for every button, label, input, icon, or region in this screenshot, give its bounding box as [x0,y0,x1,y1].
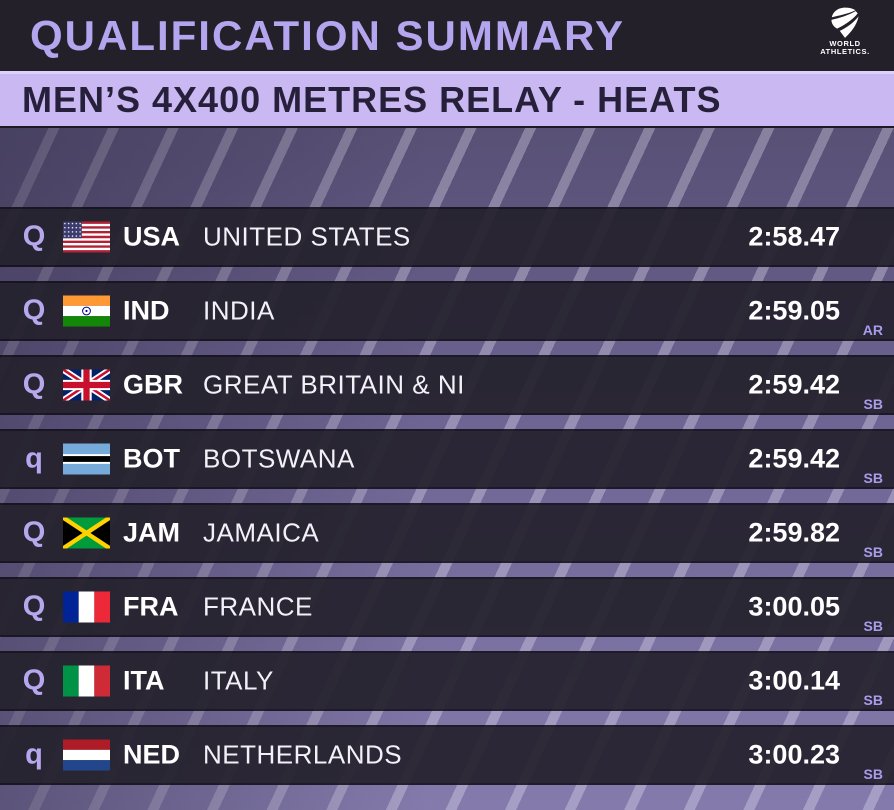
result-time: 2:59.42 [748,443,840,474]
world-athletics-logo: WORLD ATHLETICS. [812,5,878,56]
country-name: JAMAICA [203,517,320,548]
logo-line-2: ATHLETICS. [820,47,870,56]
logo-line-1: WORLD [829,39,861,48]
result-time: 2:59.42 [748,369,840,400]
record-badge: SB [863,618,883,634]
country-name: ITALY [203,665,274,696]
result-row: Q JAM JAMAICA 2:59.82 SB [0,505,894,561]
country-name: GREAT BRITAIN & NI [203,369,465,400]
header-bar: QUALIFICATION SUMMARY WORLD ATHLETICS. [0,0,894,71]
world-athletics-wordmark: WORLD ATHLETICS. [812,40,878,56]
country-code: BOT [123,443,180,474]
result-time: 3:00.05 [748,591,840,622]
country-name: FRANCE [203,591,313,622]
qualification-status: Q [22,220,46,253]
event-title-bar: MEN’S 4X400 METRES RELAY - HEATS [0,71,894,128]
france-flag-icon [63,591,110,623]
result-row: Q IND INDIA 2:59.05 AR [0,283,894,339]
result-time: 2:58.47 [748,221,840,252]
result-row: Q USA UNITED STATES 2:58.47 [0,209,894,265]
record-badge: SB [863,692,883,708]
jamaica-flag-icon [63,517,110,549]
country-code: GBR [123,369,183,400]
result-time: 2:59.05 [748,295,840,326]
country-code: JAM [123,517,181,548]
country-name: NETHERLANDS [203,739,403,770]
results-table: Q USA UNITED STATES 2:58.47 Q IND INDIA … [0,209,894,787]
result-row: q BOT BOTSWANA 2:59.42 SB [0,431,894,487]
result-row: q NED NETHERLANDS 3:00.23 SB [0,727,894,783]
qualification-status: Q [22,368,46,401]
country-code: FRA [123,591,179,622]
record-badge: SB [863,544,883,560]
result-row: Q FRA FRANCE 3:00.05 SB [0,579,894,635]
result-time: 3:00.14 [748,665,840,696]
country-name: BOTSWANA [203,443,355,474]
country-code: IND [123,295,170,326]
italy-flag-icon [63,665,110,697]
qualification-status: Q [22,294,46,327]
result-time: 3:00.23 [748,739,840,770]
result-row: Q ITA ITALY 3:00.14 SB [0,653,894,709]
india-flag-icon [63,295,110,327]
botswana-flag-icon [63,443,110,475]
result-time: 2:59.82 [748,517,840,548]
page-title: QUALIFICATION SUMMARY [30,11,625,59]
country-name: INDIA [203,295,275,326]
country-code: ITA [123,665,165,696]
country-name: UNITED STATES [203,221,411,252]
qualification-status: Q [22,590,46,623]
world-athletics-globe-icon [831,7,859,38]
result-row: Q GBR GREAT BRITAIN & NI 2:59.42 SB [0,357,894,413]
country-code: USA [123,221,181,252]
record-badge: SB [863,396,883,412]
qualification-status: q [25,738,43,771]
qualification-status: Q [22,664,46,697]
qualification-status: Q [22,516,46,549]
qualification-status: q [25,442,43,475]
record-badge: AR [862,322,883,338]
event-title: MEN’S 4X400 METRES RELAY - HEATS [22,79,722,120]
gbr-flag-icon [63,369,110,401]
country-code: NED [123,739,181,770]
record-badge: SB [863,470,883,486]
netherlands-flag-icon [63,739,110,771]
usa-flag-icon [63,221,110,253]
record-badge: SB [863,766,883,782]
